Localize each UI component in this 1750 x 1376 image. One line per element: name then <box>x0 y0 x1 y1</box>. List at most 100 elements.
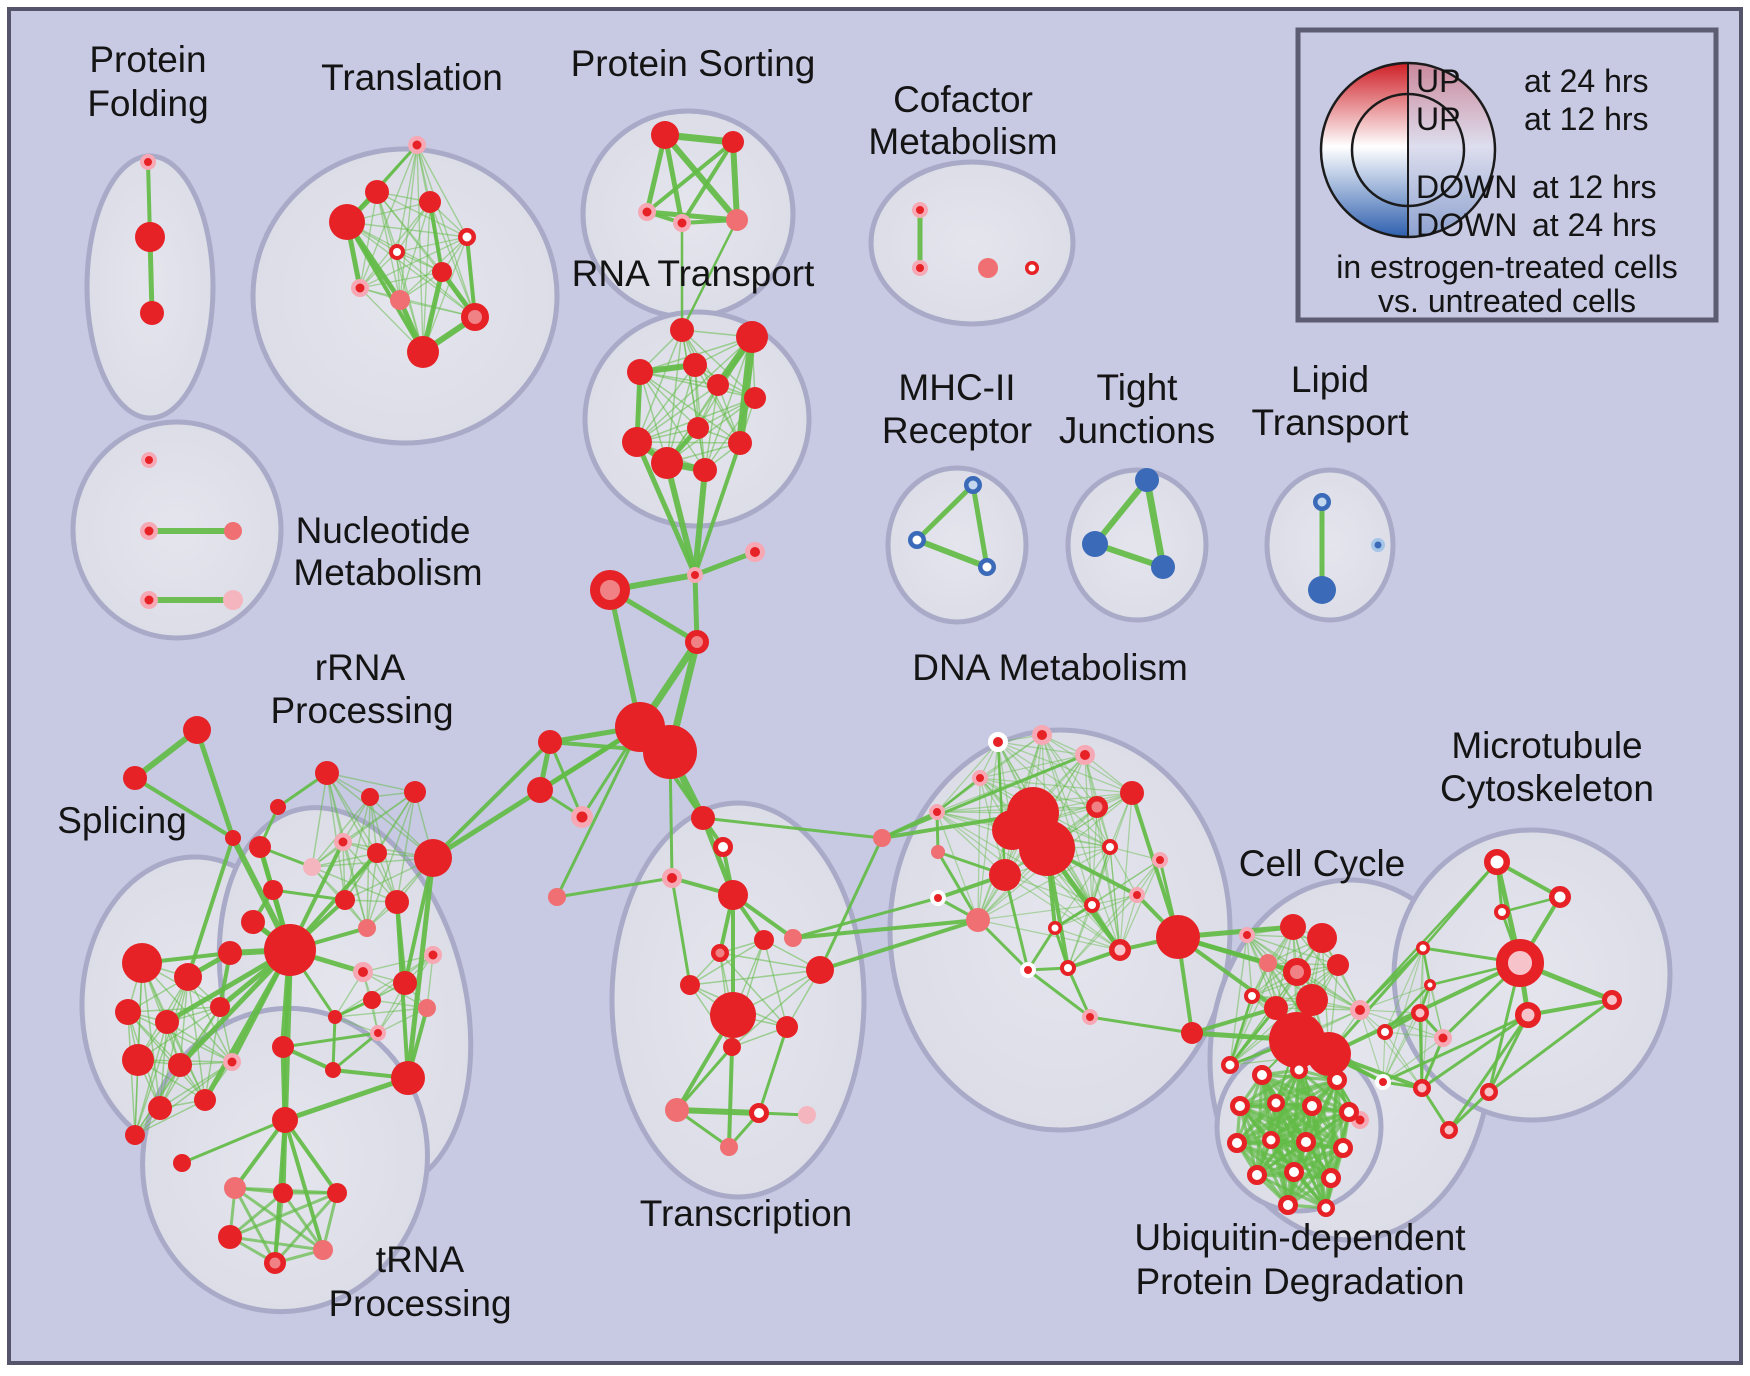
network-node <box>1120 781 1144 805</box>
network-edge <box>271 888 347 902</box>
network-node <box>432 262 452 282</box>
network-edge <box>692 549 758 578</box>
cluster-label-tight-junctions: Tight <box>1097 367 1179 408</box>
network-edge <box>345 220 425 354</box>
network-edge <box>645 140 735 214</box>
network-node <box>931 845 945 859</box>
network-edge <box>935 776 982 814</box>
network-edge <box>1419 947 1424 1014</box>
legend-time-label: at 24 hrs <box>1532 207 1657 243</box>
network-edge <box>704 336 753 471</box>
network-node <box>683 353 707 377</box>
network-edge <box>429 201 476 318</box>
legend-box <box>1295 27 1719 323</box>
network-node <box>264 924 316 976</box>
network-node <box>978 558 996 576</box>
network-node <box>718 880 748 910</box>
network-node <box>1230 1096 1250 1116</box>
network-node <box>627 359 653 385</box>
network-edge <box>1084 754 1121 951</box>
network-node <box>1284 1162 1304 1182</box>
network-node <box>358 919 376 937</box>
network-node <box>687 417 709 439</box>
network-node <box>929 804 945 820</box>
network-edge <box>1382 1037 1444 1083</box>
network-node <box>643 725 697 779</box>
network-node <box>461 303 489 331</box>
network-edge <box>273 1191 339 1265</box>
network-node <box>168 1053 192 1077</box>
cluster-label-ubiquitin-degradation: Ubiquitin-dependent <box>1134 1217 1466 1258</box>
network-node <box>1082 1009 1098 1025</box>
network-edge <box>431 740 552 860</box>
network-edge <box>1026 926 1057 972</box>
network-node <box>1377 1024 1393 1040</box>
cluster-label-mhc-ii-receptor: MHC-II <box>898 367 1015 408</box>
network-edge <box>1067 904 1093 969</box>
cluster-ellipse-mhc-ii-receptor <box>885 465 1029 625</box>
cluster-label-cofactor-metabolism: Metabolism <box>868 121 1057 162</box>
network-edge <box>914 482 976 543</box>
network-edge <box>977 904 1093 921</box>
network-node <box>404 781 426 803</box>
network-edge <box>396 251 476 318</box>
network-edge <box>359 271 443 289</box>
network-edge <box>416 144 476 318</box>
network-edge <box>689 939 765 986</box>
network-node <box>1181 1022 1203 1044</box>
network-node <box>744 387 766 409</box>
network-node <box>1494 904 1510 920</box>
network-node <box>1371 538 1385 552</box>
network-node <box>1129 887 1145 903</box>
network-node <box>1413 1079 1431 1097</box>
network-node <box>1278 1195 1298 1215</box>
network-node <box>155 1010 179 1034</box>
cluster-label-trna-processing: Processing <box>328 1283 511 1324</box>
network-node <box>736 321 768 353</box>
cluster-label-rrna-processing: Processing <box>270 690 453 731</box>
cluster-label-protein-folding: Protein <box>89 39 206 80</box>
network-edge <box>791 918 980 940</box>
network-edge <box>1421 984 1431 1089</box>
network-node <box>224 522 242 540</box>
network-node <box>978 258 998 278</box>
network-edge <box>997 741 1098 808</box>
network-node <box>711 944 729 962</box>
network-node <box>908 531 926 549</box>
network-node <box>665 1098 689 1122</box>
network-node <box>272 1107 298 1133</box>
network-node <box>414 839 452 877</box>
network-edge <box>662 132 685 226</box>
network-node <box>391 1061 425 1095</box>
network-edge <box>127 1006 221 1013</box>
network-edge <box>1269 1110 1351 1142</box>
network-edge <box>331 1031 380 1072</box>
network-node <box>140 522 158 540</box>
network-node <box>223 590 243 610</box>
network-edge <box>311 791 416 868</box>
network-node <box>303 858 321 876</box>
legend-footnote: in estrogen-treated cells <box>1336 249 1678 285</box>
network-edge <box>977 741 999 921</box>
network-node <box>393 971 417 995</box>
network-edge <box>693 441 742 577</box>
network-edge <box>763 939 788 1028</box>
network-node <box>183 716 211 744</box>
network-edge <box>359 191 378 289</box>
network-edge <box>422 236 468 353</box>
network-node <box>754 930 774 950</box>
network-edge <box>1447 1090 1491 1132</box>
network-edge <box>548 740 584 819</box>
cluster-label-nucleotide-metabolism: Nucleotide <box>296 510 471 551</box>
network-edge <box>403 856 435 985</box>
network-edge <box>1190 1006 1278 1035</box>
network-node <box>1262 1131 1280 1149</box>
network-edge <box>416 144 424 353</box>
network-edge <box>228 1191 339 1239</box>
network-node <box>123 766 147 790</box>
network-node <box>590 570 630 610</box>
network-node <box>1321 1168 1341 1188</box>
network-edge <box>396 236 468 253</box>
network-node <box>225 830 241 846</box>
network-edge <box>187 976 206 1101</box>
